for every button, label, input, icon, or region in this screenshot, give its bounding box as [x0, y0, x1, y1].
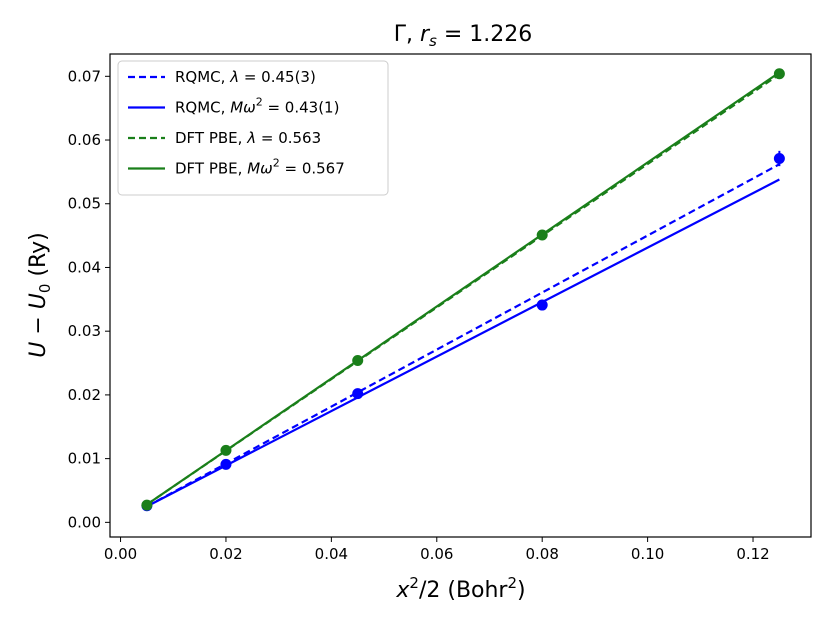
data-point-dft-pbe — [352, 354, 364, 366]
y-tick-label: 0.02 — [68, 386, 101, 404]
legend-label: DFT PBE, λ = 0.563 — [175, 129, 321, 147]
ylabel-minus: − — [26, 309, 51, 341]
x-tick-label: 0.06 — [420, 545, 453, 563]
y-tick-label: 0.01 — [68, 450, 101, 468]
y-tick-label: 0.03 — [68, 322, 101, 340]
x-tick-label: 0.12 — [736, 545, 769, 563]
plot-area — [141, 68, 785, 512]
legend-label: RQMC, Mω2 = 0.43(1) — [175, 96, 339, 117]
data-point-dft-pbe — [141, 499, 153, 511]
x-tick-label: 0.08 — [525, 545, 558, 563]
xlabel-superscript: 2 — [409, 574, 419, 592]
x-tick-label: 0.00 — [104, 545, 137, 563]
ylabel-subscript: 0 — [36, 284, 54, 294]
title-equation: = 1.226 — [437, 22, 532, 47]
title-symbol: r — [420, 22, 431, 47]
svg-text:U − U0 (Ry): U − U0 (Ry) — [26, 232, 54, 357]
ylabel-u: U — [26, 342, 51, 358]
y-tick-label: 0.05 — [68, 195, 101, 213]
y-tick-label: 0.07 — [68, 67, 101, 85]
y-axis-label: U − U0 (Ry) — [26, 232, 54, 357]
legend-label: RQMC, λ = 0.45(3) — [175, 68, 316, 86]
xlabel-rest: /2 (Bohr — [419, 578, 508, 603]
data-point-dft-pbe — [220, 444, 232, 456]
title-main: Γ, — [394, 22, 420, 47]
ylabel-u0: U — [26, 293, 51, 309]
fit-line-2 — [146, 178, 780, 508]
data-point-rqmc — [536, 299, 548, 311]
legend-box — [117, 60, 389, 196]
data-point-rqmc — [773, 153, 785, 165]
y-tick-label: 0.06 — [68, 131, 101, 149]
x-axis-label: x2/2 (Bohr2) — [395, 574, 525, 603]
fit-line-1 — [146, 163, 780, 508]
y-tick-label: 0.04 — [68, 258, 101, 276]
xlabel-variable: x — [395, 578, 410, 603]
chart-title: Γ, rs = 1.226 — [394, 22, 533, 50]
data-point-rqmc — [352, 388, 364, 400]
x-tick-label: 0.10 — [631, 545, 664, 563]
xlabel-superscript-2: 2 — [507, 574, 517, 592]
data-point-rqmc — [220, 458, 232, 470]
legend: RQMC, λ = 0.45(3) RQMC, Mω2 = 0.43(1) DFT … — [117, 60, 389, 196]
svg-text:Γ, rs = 1.226: Γ, rs = 1.226 — [394, 22, 533, 50]
axes-border — [109, 53, 812, 538]
x-tick-label: 0.02 — [209, 545, 242, 563]
svg-text:x2/2 (Bohr2): x2/2 (Bohr2) — [395, 574, 525, 603]
y-tick-label: 0.00 — [68, 513, 101, 531]
x-tick-label: 0.04 — [315, 545, 348, 563]
ylabel-unit: (Ry) — [26, 232, 51, 283]
legend-label: DFT PBE, Mω2 = 0.567 — [175, 157, 345, 178]
axes-frame: 0.00 0.02 0.04 0.06 0.08 0.10 0.12 0.00 0.01 0.02… — [68, 53, 812, 563]
fit-line-4 — [146, 71, 780, 506]
data-point-dft-pbe — [536, 229, 548, 241]
xlabel-end: ) — [517, 578, 526, 603]
title-subscript: s — [429, 32, 437, 50]
data-point-dft-pbe — [773, 68, 785, 80]
